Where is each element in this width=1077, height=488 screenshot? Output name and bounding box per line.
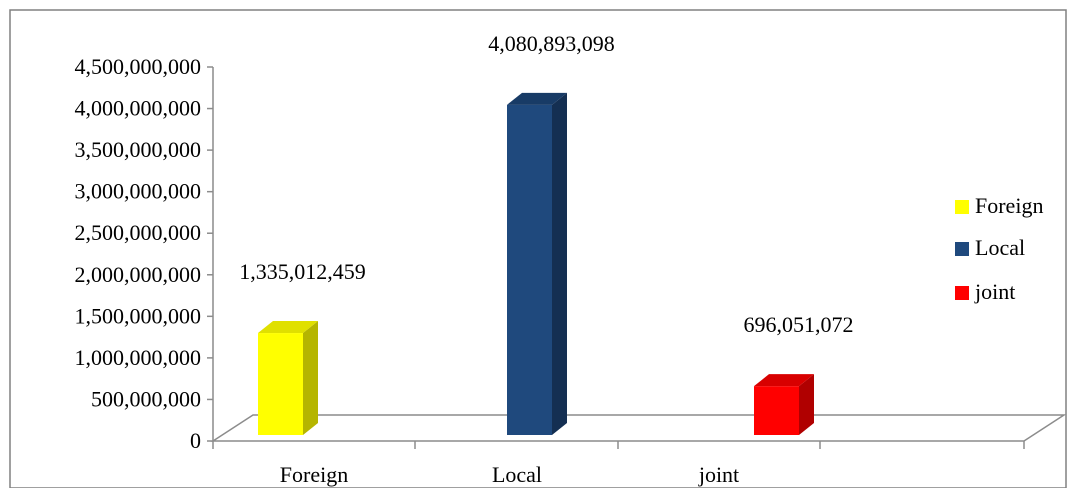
y-tick-label: 3,000,000,000 [75,179,202,204]
bar-front [258,333,303,435]
legend-item-foreign: Foreign [955,193,1043,218]
y-tick-label: 0 [190,428,201,453]
y-tick-label: 3,500,000,000 [75,137,202,162]
bar-side [552,92,567,435]
legend-swatch [955,200,969,214]
bar-top [754,374,814,387]
y-tick-label: 4,500,000,000 [75,54,202,79]
y-tick-label: 1,500,000,000 [75,303,202,328]
y-axis: 0 500,000,000 1,000,000,000 1,500,000,000 2,… [75,54,214,453]
x-category-label: Foreign [280,462,348,487]
legend-label: joint [974,279,1015,304]
legend-item-joint: joint [955,279,1015,304]
bar-top [258,321,318,334]
y-tick-label: 2,000,000,000 [75,262,202,287]
y-tick-label: 2,500,000,000 [75,220,202,245]
y-tick-label: 500,000,000 [91,386,201,411]
y-tick-label: 4,000,000,000 [75,96,202,121]
bar-front [507,104,552,435]
bar-side [799,374,814,435]
x-category-label: joint [698,462,739,487]
bar-foreign [258,321,318,435]
legend-swatch [955,286,969,300]
floor-plane [210,414,1067,442]
legend-swatch [955,242,969,256]
data-label-joint: 696,051,072 [744,312,854,337]
bar-top [507,92,567,105]
legend-label: Foreign [975,193,1043,218]
bar-local [507,92,567,435]
bar-joint [754,374,814,435]
data-label-local: 4,080,893,098 [488,31,615,56]
x-category-label: Local [492,462,542,487]
legend-label: Local [975,235,1025,260]
data-label-foreign: 1,335,012,459 [239,259,366,284]
chart-floor [210,414,1067,442]
legend: Foreign Local joint [955,193,1043,304]
bar-front [754,386,799,435]
y-tick-label: 1,000,000,000 [75,345,202,370]
data-labels: 1,335,012,459 4,080,893,098 696,051,072 [239,31,853,337]
x-axis: Foreign Local joint [212,441,1025,487]
bar-side [303,321,318,435]
bars [258,92,814,435]
legend-item-local: Local [955,235,1025,260]
